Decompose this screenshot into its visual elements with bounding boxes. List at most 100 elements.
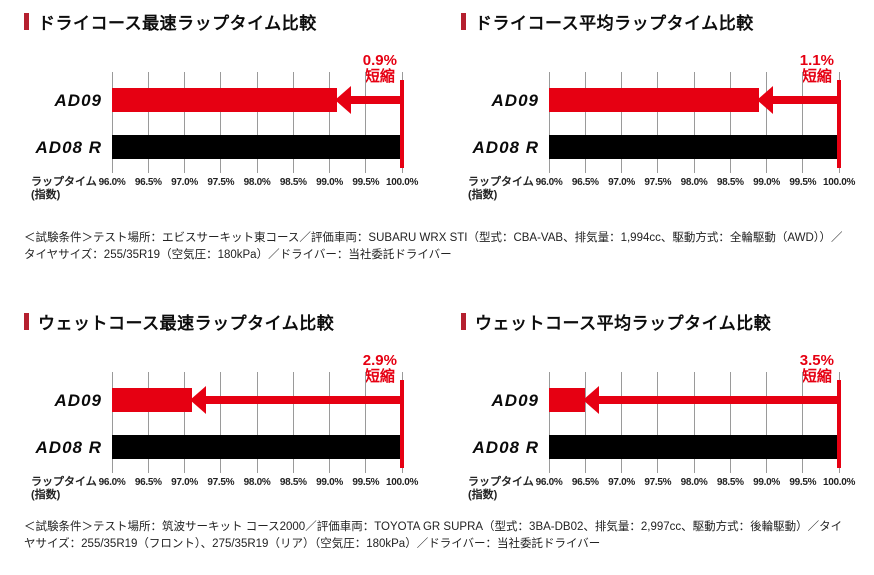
x-tick-label: 99.5% bbox=[352, 177, 380, 188]
reduction-word: 短縮 bbox=[801, 68, 832, 85]
bar-ad08r bbox=[112, 135, 402, 159]
x-tick-label: 96.0% bbox=[535, 477, 563, 488]
series-label-ad09: AD09 bbox=[491, 91, 539, 110]
panel-header: ウェットコース平均ラップタイム比較 bbox=[461, 309, 771, 334]
x-axis-label: ラップタイム (指数) bbox=[468, 176, 534, 202]
x-tick-label: 98.0% bbox=[680, 177, 708, 188]
plot-area: 3.5% 短縮 96.0% 96.5% 97.0% 97.5% 98.0% 98.5% 99… bbox=[536, 353, 856, 489]
gridline bbox=[256, 372, 258, 473]
x-tick-label: 98.0% bbox=[243, 477, 271, 488]
bar-ad08r bbox=[549, 135, 839, 159]
reduction-word: 短縮 bbox=[364, 368, 395, 385]
x-tick-label: 96.5% bbox=[571, 177, 599, 188]
gridline bbox=[111, 372, 113, 473]
x-axis-label-line1: ラップタイム bbox=[31, 476, 97, 488]
title-bullet-icon bbox=[24, 313, 29, 330]
x-tick-label: 98.5% bbox=[279, 177, 307, 188]
reduction-annotation: 3.5% 短縮 bbox=[800, 353, 834, 385]
x-tick-label: 97.5% bbox=[644, 477, 672, 488]
gridline bbox=[220, 72, 222, 173]
reduction-annotation: 1.1% 短縮 bbox=[800, 53, 834, 85]
x-axis-label-line1: ラップタイム bbox=[468, 476, 534, 488]
x-axis-label: ラップタイム (指数) bbox=[31, 476, 97, 502]
x-axis-label-line2: (指数) bbox=[468, 489, 498, 501]
panel-header: ウェットコース最速ラップタイム比較 bbox=[24, 309, 334, 334]
x-tick-label: 98.5% bbox=[716, 177, 744, 188]
gridline bbox=[111, 72, 113, 173]
series-label-ad09: AD09 bbox=[54, 391, 102, 410]
x-tick-label: 97.5% bbox=[207, 177, 235, 188]
baseline-100pct-line bbox=[837, 80, 841, 168]
baseline-100pct-line bbox=[400, 80, 404, 168]
gridline bbox=[256, 72, 258, 173]
gridline bbox=[621, 372, 622, 473]
x-tick-label: 98.0% bbox=[243, 177, 271, 188]
title-bullet-icon bbox=[24, 13, 29, 30]
x-tick-label: 97.0% bbox=[171, 477, 198, 488]
series-label-ad08r: AD08 R bbox=[472, 138, 539, 157]
chart-panel-wet-average: ウェットコース平均ラップタイム比較 AD09 AD08 R ラップタイム (指数… bbox=[437, 300, 874, 528]
x-tick-label: 96.5% bbox=[134, 477, 162, 488]
reduction-value: 1.1% bbox=[799, 52, 834, 69]
x-tick-label: 99.5% bbox=[352, 477, 380, 488]
gridline bbox=[548, 72, 550, 173]
x-tick-label: 97.5% bbox=[644, 177, 672, 188]
x-tick-label: 96.5% bbox=[571, 477, 599, 488]
reduction-annotation: 0.9% 短縮 bbox=[363, 53, 397, 85]
chart-title: ウェットコース最速ラップタイム比較 bbox=[38, 314, 335, 333]
chart-panel-dry-fastest: ドライコース最速ラップタイム比較 AD09 AD08 R ラップタイム (指数)… bbox=[0, 0, 437, 228]
bar-ad09 bbox=[112, 88, 337, 112]
x-tick-label: 99.0% bbox=[316, 177, 343, 188]
plot-area: 1.1% 短縮 96.0% 96.5% 97.0% 97.5% 98.0% 98.5% 99… bbox=[536, 53, 856, 189]
series-label-ad08r: AD08 R bbox=[472, 438, 539, 457]
reduction-annotation: 2.9% 短縮 bbox=[363, 353, 397, 385]
chart-title: ドライコース最速ラップタイム比較 bbox=[38, 14, 317, 33]
reduction-arrow-shaft bbox=[598, 396, 839, 404]
gridline bbox=[184, 72, 185, 173]
gridline bbox=[766, 372, 767, 473]
gridline bbox=[147, 372, 149, 473]
x-tick-label: 99.5% bbox=[789, 177, 817, 188]
gridline bbox=[693, 372, 695, 473]
x-axis-label: ラップタイム (指数) bbox=[468, 476, 534, 502]
x-axis-label-line2: (指数) bbox=[31, 489, 61, 501]
chart-title: ウェットコース平均ラップタイム比較 bbox=[475, 314, 772, 333]
gridline bbox=[729, 372, 731, 473]
panel-header: ドライコース平均ラップタイム比較 bbox=[461, 9, 754, 34]
x-tick-label: 100.0% bbox=[822, 477, 856, 488]
bar-ad08r bbox=[549, 435, 839, 459]
x-tick-label: 99.0% bbox=[753, 477, 780, 488]
x-axis-label: ラップタイム (指数) bbox=[31, 176, 97, 202]
title-bullet-icon bbox=[461, 313, 466, 330]
x-tick-label: 96.0% bbox=[535, 177, 563, 188]
x-axis-label-line2: (指数) bbox=[31, 189, 61, 201]
gridline bbox=[329, 72, 330, 173]
x-axis-label-line2: (指数) bbox=[468, 189, 498, 201]
x-tick-label: 97.0% bbox=[171, 177, 198, 188]
gridline bbox=[729, 72, 731, 173]
reduction-value: 0.9% bbox=[362, 52, 397, 69]
chart-title: ドライコース平均ラップタイム比較 bbox=[475, 14, 754, 33]
x-axis-label-line1: ラップタイム bbox=[31, 176, 97, 188]
baseline-100pct-line bbox=[837, 380, 841, 468]
gridline bbox=[766, 72, 767, 173]
bar-ad09 bbox=[112, 388, 192, 412]
reduction-value: 2.9% bbox=[362, 352, 397, 369]
reduction-word: 短縮 bbox=[364, 68, 395, 85]
gridline bbox=[802, 372, 804, 473]
bar-ad09 bbox=[549, 388, 586, 412]
reduction-arrow-head-icon bbox=[757, 86, 774, 114]
series-label-ad08r: AD08 R bbox=[35, 138, 102, 157]
x-tick-label: 99.0% bbox=[753, 177, 780, 188]
gridline bbox=[548, 372, 550, 473]
gridline bbox=[365, 72, 367, 173]
gridline bbox=[147, 72, 149, 173]
x-tick-label: 96.0% bbox=[98, 477, 126, 488]
baseline-100pct-line bbox=[400, 380, 404, 468]
gridline bbox=[802, 72, 804, 173]
gridline bbox=[657, 372, 659, 473]
bar-ad09 bbox=[549, 88, 760, 112]
reduction-arrow-head-icon bbox=[334, 86, 351, 114]
series-label-ad09: AD09 bbox=[54, 91, 102, 110]
